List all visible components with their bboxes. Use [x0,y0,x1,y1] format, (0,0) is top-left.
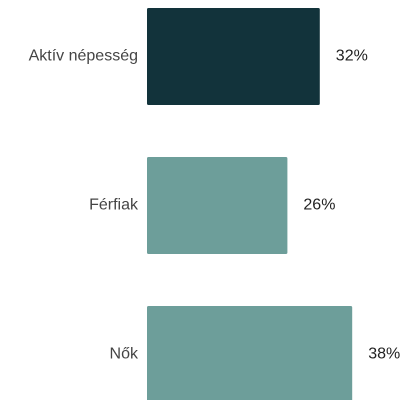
bar [147,8,320,105]
category-label: Aktív népesség [29,48,138,65]
bar [147,306,353,400]
value-label: 32% [336,48,368,65]
bar [147,157,288,254]
value-label: 26% [303,197,335,214]
category-label: Férfiak [89,197,139,214]
category-label: Nők [110,346,139,363]
value-label: 38% [368,346,400,363]
